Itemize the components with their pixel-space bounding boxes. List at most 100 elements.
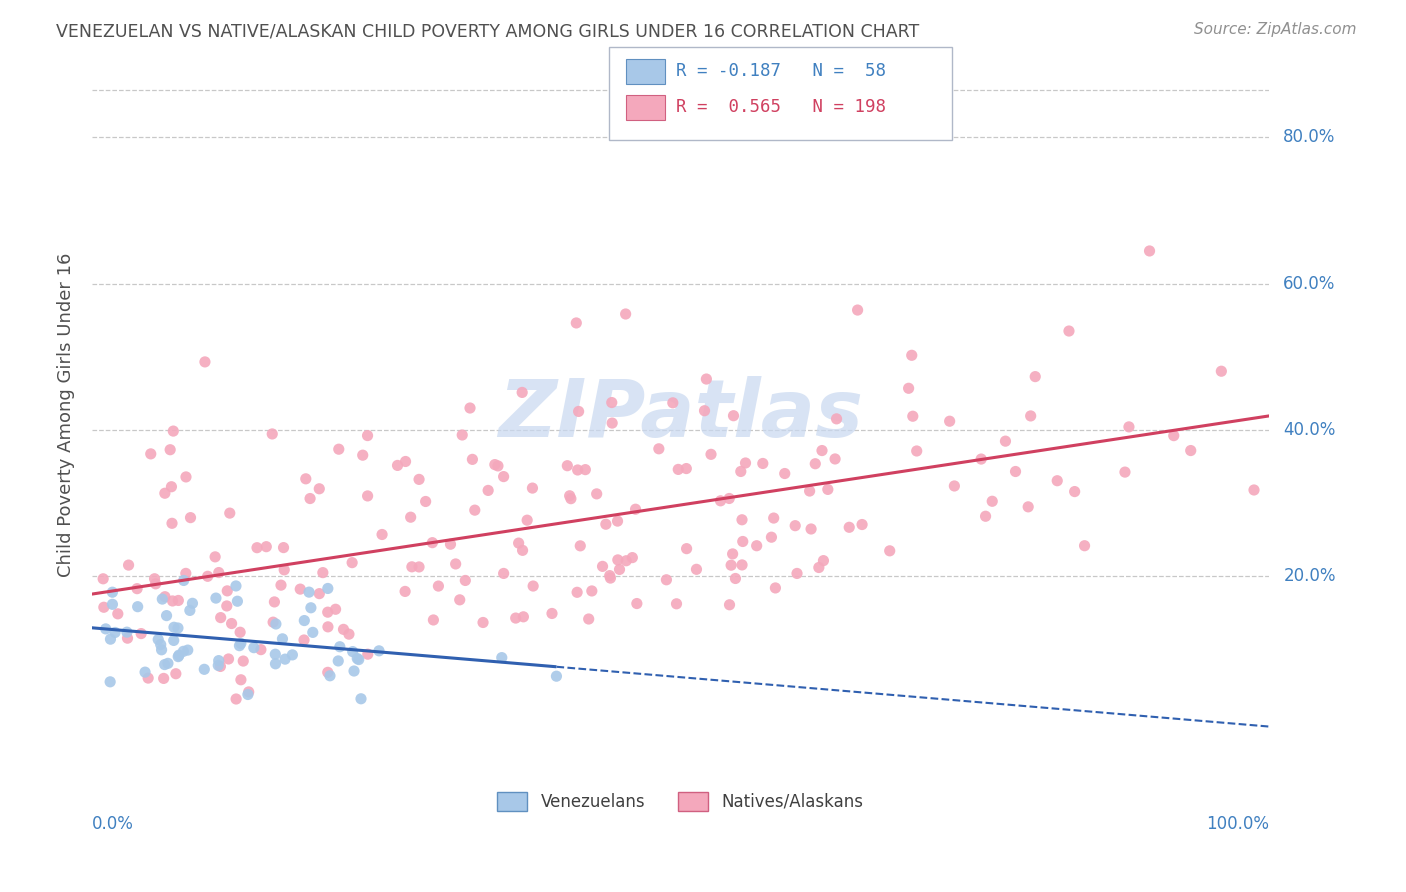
Point: [900, 348, 922, 362]
Point: [624, 502, 647, 516]
Point: [675, 461, 697, 475]
Point: [731, 534, 754, 549]
Point: [1243, 483, 1265, 497]
Text: 80.0%: 80.0%: [1284, 128, 1336, 146]
Point: [262, 426, 284, 441]
Point: [208, 566, 231, 580]
Point: [592, 559, 614, 574]
Point: [723, 409, 745, 423]
Point: [825, 412, 848, 426]
Point: [232, 654, 254, 668]
Point: [294, 472, 316, 486]
Point: [159, 442, 181, 457]
Point: [897, 381, 920, 395]
Point: [352, 448, 374, 462]
Point: [970, 452, 993, 467]
Point: [422, 613, 444, 627]
Point: [666, 462, 689, 476]
Point: [273, 563, 295, 577]
Point: [512, 610, 534, 624]
Point: [263, 595, 285, 609]
Point: [472, 615, 495, 630]
Point: [718, 491, 741, 506]
Point: [773, 467, 796, 481]
Point: [328, 654, 350, 668]
Point: [281, 648, 304, 662]
Point: [394, 584, 416, 599]
Point: [167, 621, 190, 635]
Point: [225, 692, 247, 706]
Point: [218, 506, 240, 520]
Point: [578, 612, 600, 626]
Point: [724, 572, 747, 586]
Point: [153, 657, 176, 672]
Point: [734, 456, 756, 470]
Text: R =  0.565   N = 198: R = 0.565 N = 198: [676, 98, 886, 116]
Point: [298, 585, 321, 599]
Text: R = -0.187   N =  58: R = -0.187 N = 58: [676, 62, 886, 80]
Point: [207, 658, 229, 673]
Point: [600, 395, 623, 409]
Point: [695, 372, 717, 386]
Point: [1211, 364, 1233, 378]
Point: [401, 559, 423, 574]
Point: [350, 691, 373, 706]
Point: [568, 404, 591, 418]
Point: [846, 303, 869, 318]
Point: [340, 556, 363, 570]
Point: [194, 355, 217, 369]
Point: [160, 480, 183, 494]
Point: [243, 640, 266, 655]
Text: 60.0%: 60.0%: [1284, 275, 1336, 293]
Point: [817, 483, 839, 497]
Point: [290, 582, 312, 596]
Point: [160, 516, 183, 531]
Point: [329, 640, 352, 654]
Text: Source: ZipAtlas.com: Source: ZipAtlas.com: [1194, 22, 1357, 37]
Point: [1057, 324, 1080, 338]
Point: [153, 590, 176, 604]
Point: [229, 636, 252, 650]
Point: [626, 597, 648, 611]
Point: [718, 598, 741, 612]
Point: [229, 625, 252, 640]
Point: [785, 518, 807, 533]
Point: [510, 385, 533, 400]
Point: [974, 509, 997, 524]
Point: [599, 568, 621, 582]
Point: [246, 541, 269, 555]
Point: [125, 582, 148, 596]
Point: [262, 615, 284, 629]
Point: [449, 592, 471, 607]
Point: [614, 307, 637, 321]
Point: [180, 510, 202, 524]
Point: [181, 596, 204, 610]
Point: [454, 574, 477, 588]
Text: VENEZUELAN VS NATIVE/ALASKAN CHILD POVERTY AMONG GIRLS UNDER 16 CORRELATION CHAR: VENEZUELAN VS NATIVE/ALASKAN CHILD POVER…: [56, 22, 920, 40]
Point: [901, 409, 924, 424]
Point: [371, 527, 394, 541]
Point: [813, 554, 835, 568]
Point: [721, 547, 744, 561]
Text: 40.0%: 40.0%: [1284, 421, 1336, 439]
Point: [136, 671, 159, 685]
Point: [308, 587, 330, 601]
Point: [938, 414, 960, 428]
Point: [104, 625, 127, 640]
Point: [408, 472, 430, 486]
Point: [312, 566, 335, 580]
Point: [811, 443, 834, 458]
Point: [693, 403, 716, 417]
Point: [98, 674, 121, 689]
Point: [415, 494, 437, 508]
Point: [761, 530, 783, 544]
Point: [274, 652, 297, 666]
Point: [804, 457, 827, 471]
Point: [337, 627, 360, 641]
Point: [270, 578, 292, 592]
Point: [731, 513, 754, 527]
Point: [565, 316, 588, 330]
Point: [221, 616, 243, 631]
Point: [347, 652, 370, 666]
Point: [209, 610, 232, 624]
